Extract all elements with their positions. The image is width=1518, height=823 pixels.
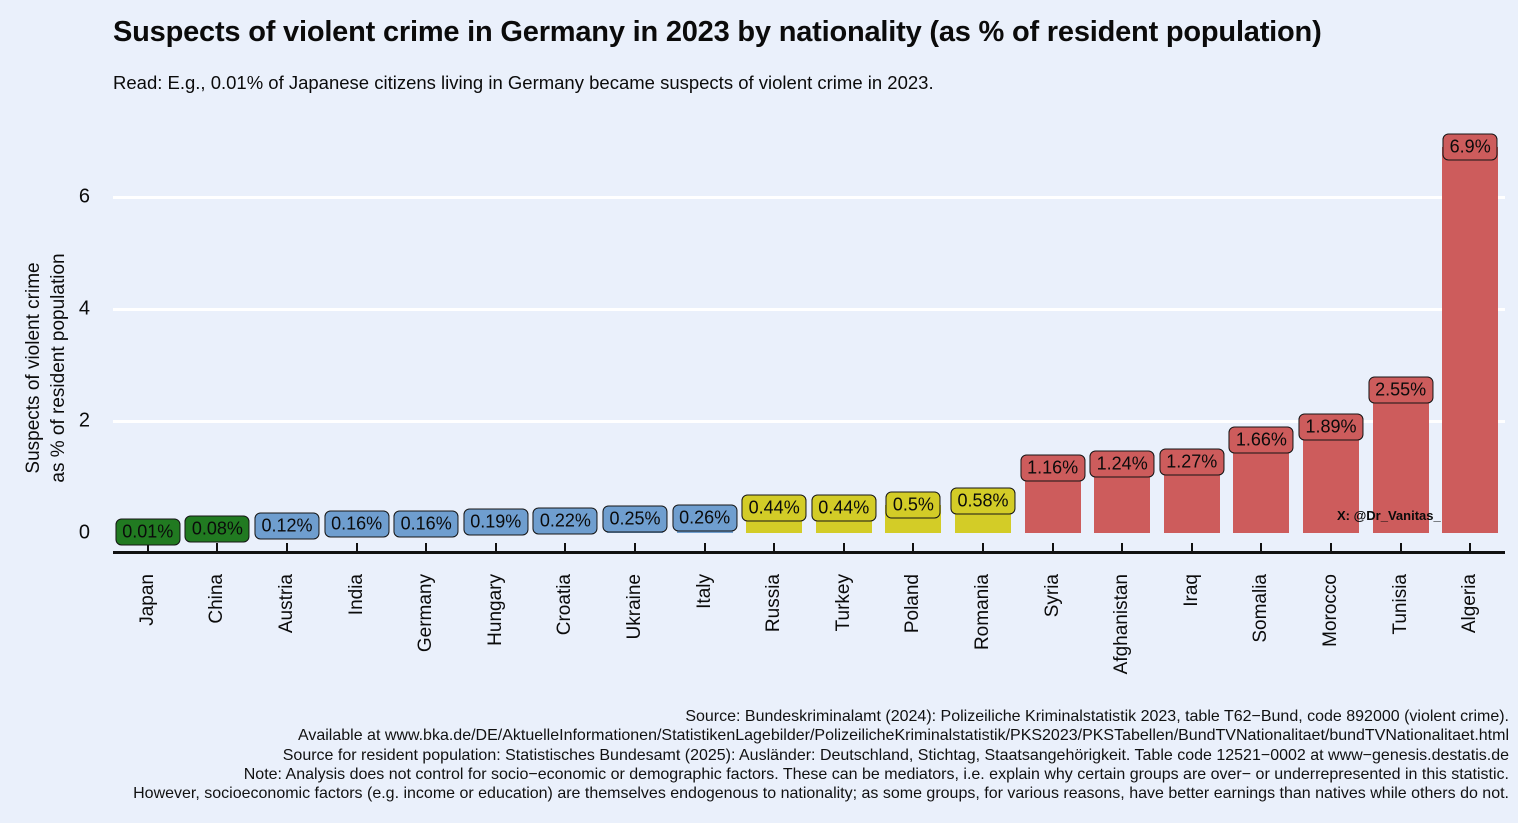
x-tick-mark <box>355 543 358 552</box>
x-tick-mark <box>494 543 497 552</box>
source-line: Source: Bundeskriminalamt (2024): Polize… <box>685 708 1509 725</box>
source-line: Available at www.bka.de/DE/AktuelleInfor… <box>297 727 1509 745</box>
bar-value-label: 2.55% <box>1368 376 1434 404</box>
bar-value-label: 0.16% <box>324 510 390 538</box>
bar-value-label: 0.58% <box>950 487 1016 515</box>
x-axis-label: Russia <box>763 574 785 633</box>
y-tick-label: 2 <box>78 409 90 432</box>
bar-value-label: 0.12% <box>254 512 320 540</box>
y-axis-title-line1: Suspects of violent crime <box>23 262 44 474</box>
bar-value-label: 0.44% <box>741 494 807 522</box>
x-axis-label: Algeria <box>1459 574 1481 634</box>
x-tick-mark <box>982 543 984 552</box>
bar-value-label: 1.16% <box>1020 454 1086 482</box>
x-axis-label: Morocco <box>1320 574 1341 647</box>
x-tick-mark <box>1399 543 1402 552</box>
gridline <box>113 307 1505 311</box>
x-axis-label: Germany <box>415 574 437 653</box>
bar <box>1442 146 1499 533</box>
x-axis-label: Afghanistan <box>1111 574 1133 675</box>
bar-value-label: 0.26% <box>672 504 738 532</box>
x-tick-mark <box>1051 543 1054 552</box>
source-notes: Source: Bundeskriminalamt (2024): Polize… <box>133 707 1509 803</box>
x-axis-label: Syria <box>1041 574 1063 618</box>
page-title: Suspects of violent crime in Germany in … <box>113 16 1322 48</box>
bar-value-label: 0.22% <box>532 507 598 535</box>
bar-value-label: 1.89% <box>1298 413 1364 441</box>
bar-value-label: 1.27% <box>1159 448 1225 476</box>
x-axis-label: Italy <box>693 574 715 609</box>
gridline <box>113 419 1505 423</box>
x-axis-label: Croatia <box>554 574 576 636</box>
source-line: Note: Analysis does not control for soci… <box>243 765 1509 783</box>
x-tick-mark <box>564 543 567 552</box>
y-tick-label: 6 <box>78 185 90 208</box>
bar-value-label: 0.01% <box>115 518 181 546</box>
x-tick-mark <box>425 543 428 552</box>
y-tick-label: 4 <box>78 297 90 320</box>
x-tick-mark <box>1260 543 1263 552</box>
bar-value-label: 1.66% <box>1228 426 1294 454</box>
page-subtitle: Read: E.g., 0.01% of Japanese citizens l… <box>113 72 934 93</box>
bar-value-label: 0.25% <box>602 505 668 533</box>
bar <box>1372 390 1429 533</box>
x-axis-label: Poland <box>902 574 924 634</box>
x-axis-label: China <box>206 574 228 624</box>
x-tick-mark <box>1469 543 1472 552</box>
watermark-text: X: @Dr_Vanitas_ <box>1337 508 1441 523</box>
bar <box>1303 427 1359 533</box>
x-axis-label: India <box>345 574 367 616</box>
y-tick-label: 0 <box>78 521 90 544</box>
source-line: Source for resident population: Statisti… <box>282 746 1509 764</box>
x-tick-mark <box>703 543 706 552</box>
x-axis-label: Austria <box>276 574 297 634</box>
source-line: However, socioeconomic factors (e.g. inc… <box>133 785 1509 803</box>
x-tick-mark <box>286 543 288 552</box>
x-tick-mark <box>634 543 636 552</box>
x-tick-mark <box>842 543 845 552</box>
x-tick-mark <box>216 543 219 552</box>
x-axis-label: Ukraine <box>624 574 645 640</box>
bar-value-label: 0.44% <box>811 494 877 522</box>
x-tick-mark <box>1330 543 1332 552</box>
x-tick-mark <box>773 543 776 552</box>
y-axis-title: Suspects of violent crime as % of reside… <box>21 253 71 482</box>
x-tick-mark <box>1121 543 1124 552</box>
gridline <box>113 195 1505 199</box>
bar-value-label: 0.19% <box>463 508 529 536</box>
bar <box>1233 440 1290 533</box>
x-tick-mark <box>1190 543 1193 552</box>
x-axis-label: Iraq <box>1180 574 1202 607</box>
x-tick-mark <box>146 543 149 552</box>
x-axis-label: Tunisia <box>1389 574 1411 635</box>
bar-value-label: 1.24% <box>1089 450 1155 478</box>
bar-value-label: 6.9% <box>1442 133 1498 161</box>
y-axis-title-line2: as % of resident population <box>48 253 69 483</box>
x-axis-line <box>113 551 1505 554</box>
x-axis-label: Japan <box>136 574 158 626</box>
x-axis-label: Turkey <box>832 574 854 632</box>
x-axis-label: Somalia <box>1250 574 1272 643</box>
bar-value-label: 0.08% <box>184 515 250 543</box>
x-tick-mark <box>912 543 915 552</box>
x-axis-label: Romania <box>972 574 993 651</box>
x-axis-label: Hungary <box>484 574 506 646</box>
bar-value-label: 0.16% <box>393 510 459 538</box>
bar-value-label: 0.5% <box>885 491 941 519</box>
